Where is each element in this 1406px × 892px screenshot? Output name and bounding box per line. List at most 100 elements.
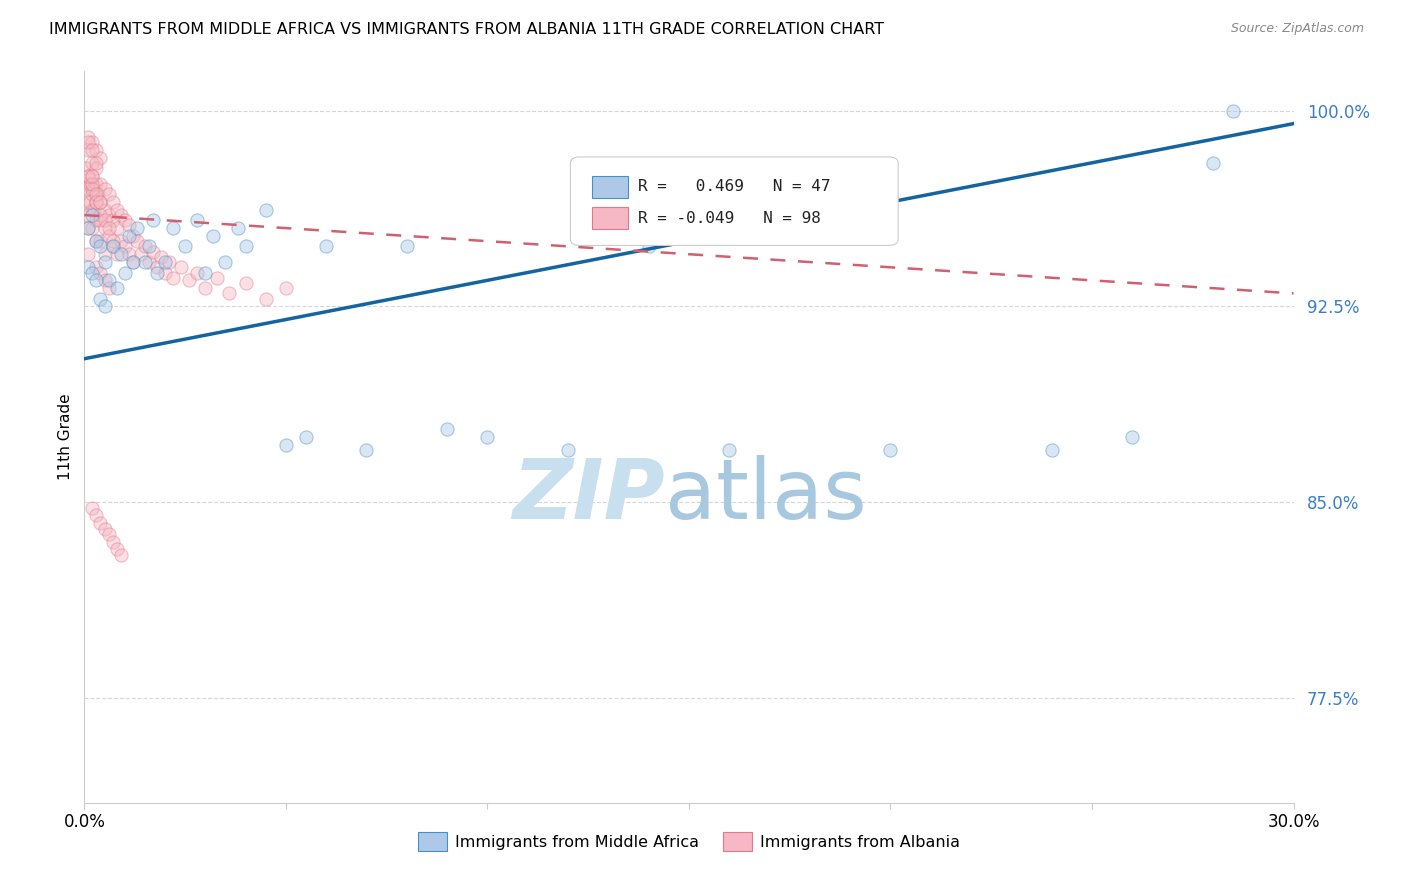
Point (82, 177, 104, 191)
Point (179, 273, 201, 287)
Point (97, 221, 120, 235)
Point (125, 221, 148, 235)
Point (138, 239, 160, 253)
Point (146, 260, 169, 275)
Point (97, 229, 120, 244)
Point (89, 239, 111, 253)
Point (89, 292, 111, 306)
Point (226, 221, 249, 235)
Point (1202, 155, 1225, 169)
Point (77, 221, 100, 235)
Point (86, 213, 108, 227)
Point (77, 143, 100, 157)
Point (186, 266, 208, 280)
Point (97, 281, 120, 295)
Point (97, 273, 120, 287)
Y-axis label: 11th Grade: 11th Grade (58, 393, 73, 481)
Point (315, 239, 337, 253)
Point (637, 239, 659, 253)
Point (77, 221, 100, 235)
Text: R = -0.049   N = 98: R = -0.049 N = 98 (638, 211, 821, 226)
Point (235, 276, 257, 290)
Text: IMMIGRANTS FROM MIDDLE AFRICA VS IMMIGRANTS FROM ALBANIA 11TH GRADE CORRELATION : IMMIGRANTS FROM MIDDLE AFRICA VS IMMIGRA… (49, 22, 884, 37)
Point (75, 177, 97, 191)
Point (83, 202, 105, 217)
Point (1222, 103, 1244, 118)
Point (101, 213, 124, 227)
Point (77, 135, 100, 149)
Bar (592, 176, 628, 198)
Point (105, 202, 128, 217)
Point (82, 221, 104, 235)
Text: ZIP: ZIP (512, 455, 665, 536)
Point (218, 286, 240, 301)
Point (110, 234, 132, 248)
Point (89, 213, 111, 227)
Point (77, 260, 100, 275)
Point (93, 221, 115, 235)
Point (142, 213, 165, 227)
Point (82, 169, 104, 183)
Point (254, 292, 277, 306)
Point (114, 213, 136, 227)
Point (395, 239, 418, 253)
Point (138, 255, 160, 269)
Point (86, 234, 108, 248)
Point (82, 182, 104, 196)
Point (254, 202, 277, 217)
Point (93, 255, 115, 269)
Point (77, 247, 100, 261)
Point (89, 151, 111, 165)
FancyBboxPatch shape (571, 157, 898, 245)
Point (89, 516, 111, 531)
Point (153, 266, 176, 280)
Point (436, 422, 458, 436)
Point (97, 208, 120, 222)
Point (97, 526, 120, 541)
Point (879, 443, 901, 458)
Point (134, 239, 156, 253)
Point (75, 161, 97, 175)
Point (77, 129, 100, 144)
Point (89, 234, 111, 248)
Point (129, 247, 152, 261)
Point (86, 177, 108, 191)
Point (93, 300, 115, 314)
Point (86, 161, 108, 175)
Point (114, 266, 136, 280)
Legend: Immigrants from Middle Africa, Immigrants from Albania: Immigrants from Middle Africa, Immigrant… (412, 826, 966, 857)
Point (110, 548, 132, 562)
Point (202, 229, 225, 244)
Point (110, 208, 132, 222)
Point (477, 430, 499, 444)
Point (186, 213, 208, 227)
Point (86, 187, 108, 202)
Point (82, 155, 104, 169)
Point (207, 270, 229, 285)
Point (77, 182, 100, 196)
Point (82, 143, 104, 157)
Point (162, 270, 184, 285)
Point (101, 239, 124, 253)
Point (86, 194, 108, 209)
Point (110, 247, 132, 261)
Point (194, 266, 217, 280)
Point (118, 229, 141, 244)
Point (105, 542, 128, 557)
Point (93, 182, 115, 196)
Point (93, 202, 115, 217)
Point (93, 247, 115, 261)
Point (101, 239, 124, 253)
Point (214, 255, 236, 269)
Point (274, 438, 297, 452)
Point (82, 266, 104, 280)
Point (118, 247, 141, 261)
Bar (592, 208, 628, 229)
Point (89, 177, 111, 191)
Point (86, 234, 108, 248)
Point (82, 135, 104, 149)
Point (86, 155, 108, 169)
Point (87, 187, 110, 202)
Point (157, 255, 180, 269)
Point (153, 255, 176, 269)
